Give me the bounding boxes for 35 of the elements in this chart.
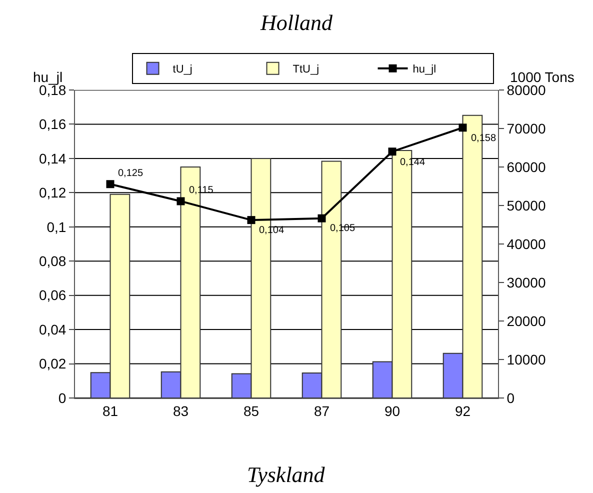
- y-tick-label: 0,08: [38, 253, 66, 270]
- legend-label: hu_jl: [412, 64, 436, 76]
- y2-tick-label: 0: [506, 390, 515, 406]
- y2-tick-label: 40000: [506, 236, 546, 252]
- y2-tick-label: 70000: [506, 120, 546, 136]
- point: [318, 214, 326, 222]
- chart-title: Holland: [259, 10, 334, 36]
- x-tick-label: 92: [454, 402, 471, 419]
- y2-tick-label: 50000: [506, 197, 546, 214]
- x-tick-label: 81: [102, 402, 118, 419]
- y-tick-label: 0,06: [38, 287, 66, 304]
- y-tick-label: 0,16: [38, 116, 66, 132]
- y-tick-label: 0,14: [38, 150, 66, 166]
- y-tick-label: 0,12: [38, 184, 66, 201]
- legend-label: TtU_j: [292, 64, 320, 76]
- x-tick-label: 85: [243, 402, 260, 419]
- x-tick-label: 87: [314, 402, 330, 419]
- y2-tick-label: 20000: [506, 312, 546, 329]
- text: Tyskland: [247, 462, 326, 487]
- y2-tick-label: 60000: [506, 158, 546, 175]
- x-tick-label: 90: [384, 402, 400, 419]
- y-tick-label: 0: [58, 390, 66, 406]
- x-tick-label: 83: [172, 402, 189, 419]
- y-tick-label: 0,1: [46, 218, 66, 235]
- y2-tick-label: 30000: [506, 274, 546, 290]
- data-label: 0,125: [118, 168, 144, 179]
- y2-tick-label: 10000: [506, 351, 546, 368]
- point: [106, 180, 114, 188]
- point: [458, 124, 467, 132]
- point: [388, 148, 396, 156]
- y-tick-label: 0,02: [38, 356, 66, 372]
- point: [247, 216, 256, 224]
- point: [176, 197, 185, 206]
- y-tick-label: 0,04: [38, 321, 66, 338]
- legend-label: tU_j: [172, 64, 192, 76]
